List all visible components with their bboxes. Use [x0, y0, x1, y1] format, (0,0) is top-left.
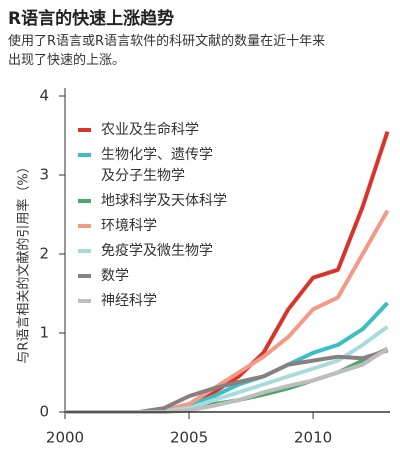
legend-swatch	[78, 224, 91, 228]
legend-item: 生物化学、遗传学 及分子生物学	[78, 145, 227, 187]
legend-swatch	[78, 249, 91, 253]
legend-label: 神经科学	[101, 293, 157, 309]
y-tick-label: 2	[39, 245, 49, 263]
legend-item: 数学	[78, 266, 227, 287]
legend-swatch	[78, 299, 91, 303]
legend-item: 环境科学	[78, 216, 227, 237]
x-tick-label: 2005	[170, 429, 208, 447]
legend-item: 农业及生命科学	[78, 120, 227, 141]
chart-subtitle: 使用了R语言或R语言软件的科研文献的数量在近十年来 出现了快速的上涨。	[8, 34, 326, 68]
y-tick-label: 1	[39, 324, 49, 342]
legend-swatch	[78, 128, 91, 132]
legend-label: 农业及生命科学	[101, 122, 199, 138]
legend-label: 数学	[101, 268, 129, 284]
legend-item: 免疫学及微生物学	[78, 241, 227, 262]
legend-swatch	[78, 199, 91, 203]
series-line	[65, 325, 389, 414]
y-tick-label: 4	[39, 87, 49, 105]
legend-label: 生物化学、遗传学 及分子生物学	[101, 147, 213, 184]
legend-label: 环境科学	[101, 218, 157, 234]
x-tick-label: 2010	[294, 429, 332, 447]
x-tick-label: 2000	[46, 429, 84, 447]
legend-label: 免疫学及微生物学	[101, 243, 213, 259]
legend-swatch	[78, 153, 91, 157]
chart-title: R语言的快速上涨趋势	[8, 9, 175, 29]
y-tick-label: 0	[39, 403, 49, 421]
legend-swatch	[78, 274, 91, 278]
y-tick-label: 3	[39, 166, 49, 184]
legend-label: 地球科学及天体科学	[101, 193, 227, 209]
legend-item: 地球科学及天体科学	[78, 191, 227, 212]
legend-item: 神经科学	[78, 291, 227, 312]
legend: 农业及生命科学生物化学、遗传学 及分子生物学地球科学及天体科学 环境科学免疫学及微…	[78, 120, 227, 316]
y-axis-label: 与R语言相关的文献的引用率（%）	[16, 160, 32, 363]
